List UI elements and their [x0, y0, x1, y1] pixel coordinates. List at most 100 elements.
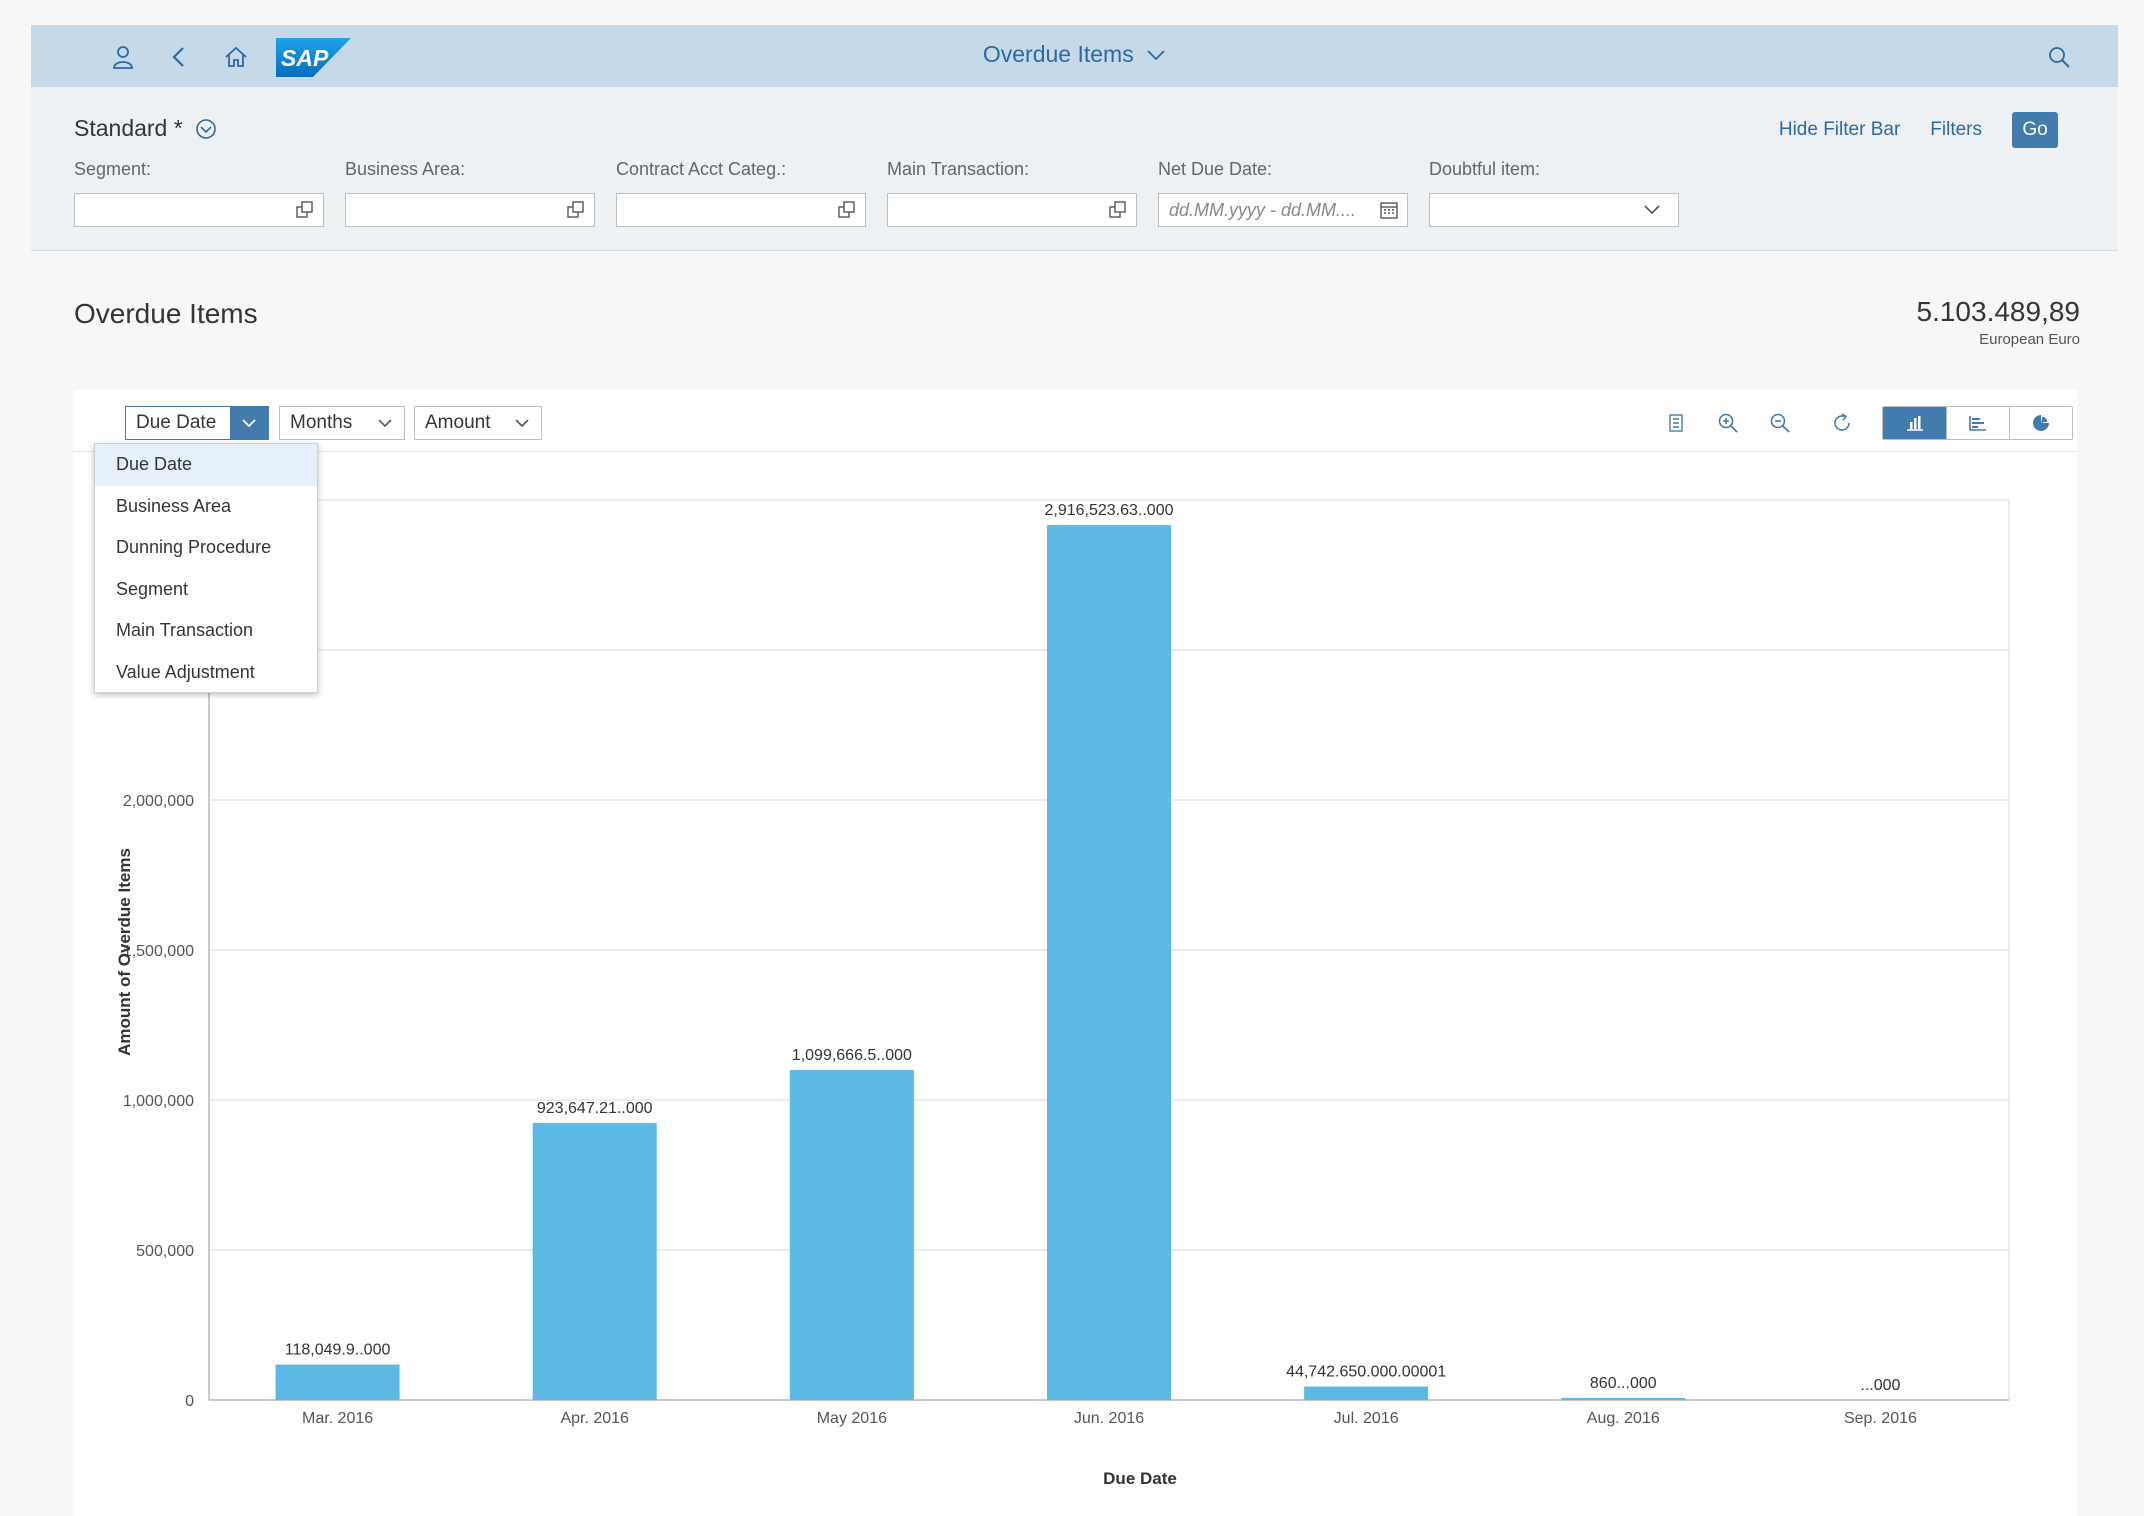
go-button[interactable]: Go: [2012, 112, 2058, 148]
shell-bar: SAP Overdue Items: [31, 25, 2118, 87]
doubtful-item-select[interactable]: [1429, 193, 1679, 227]
chevron-down-icon: [366, 407, 404, 439]
dropdown-item-dunning-procedure[interactable]: Dunning Procedure: [116, 537, 272, 557]
y-tick-label: 500,000: [136, 1243, 194, 1260]
segment-label: Segment:: [74, 159, 152, 179]
dropdown-item-segment[interactable]: Segment: [116, 578, 189, 599]
back-icon[interactable]: [163, 41, 195, 73]
segment-input[interactable]: [85, 200, 285, 221]
business-area-filter: Business Area:: [345, 159, 595, 227]
bar[interactable]: [789, 1070, 914, 1400]
pie-chart-icon[interactable]: [2009, 407, 2072, 439]
value-help-icon[interactable]: [1108, 200, 1128, 220]
app-title-menu[interactable]: Overdue Items: [983, 41, 1166, 67]
search-icon[interactable]: [2043, 41, 2075, 73]
bar-data-label: 44,742.650.000.00001: [1286, 1364, 1446, 1381]
bar[interactable]: [1047, 525, 1171, 1400]
x-tick-label: Aug. 2016: [1587, 1410, 1660, 1427]
variant-management: Standard *: [74, 115, 217, 142]
bar-chart-icon[interactable]: [1946, 407, 2009, 439]
x-tick-label: Mar. 2016: [302, 1410, 373, 1427]
chart-bars: 118,049.9..000 923,647.21..000 1,099,666.5…: [275, 502, 1901, 1400]
app-title-text: Overdue Items: [982, 41, 1134, 67]
y-tick-label: 1,500,000: [123, 943, 194, 960]
net-due-date-input[interactable]: [1169, 200, 1369, 221]
dropdown-item-due-date[interactable]: Due Date: [95, 444, 317, 486]
business-area-input-box: [345, 193, 595, 227]
y-axis-ticks: 0 500,000 1,000,000 1,500,000 2,000,000: [123, 793, 194, 1410]
y-tick-label: 0: [185, 1393, 194, 1410]
measure-select[interactable]: Amount: [414, 406, 542, 440]
zoom-out-icon[interactable]: [1760, 406, 1800, 440]
x-axis-label: Due Date: [1103, 1469, 1177, 1488]
bar[interactable]: [275, 1364, 400, 1400]
y-axis-label: Amount of Overdue Items: [115, 848, 134, 1056]
zoom-in-icon[interactable]: [1708, 406, 1748, 440]
user-icon[interactable]: [107, 41, 139, 73]
legend-toggle-icon[interactable]: [1656, 406, 1696, 440]
main-transaction-input[interactable]: [898, 200, 1098, 221]
bar-data-label: 118,049.9..000: [285, 1342, 391, 1359]
dimension-select-value: Due Date: [136, 412, 217, 433]
dimension-dropdown: Due Date Business Area Dunning Procedure…: [94, 443, 318, 693]
bar-data-label: 860...000: [1590, 1375, 1657, 1392]
value-help-icon[interactable]: [295, 200, 315, 220]
bar-data-label: ...000: [1860, 1377, 1900, 1394]
contract-acct-categ-label: Contract Acct Categ.:: [616, 159, 787, 179]
bar[interactable]: [1304, 1386, 1429, 1400]
bar-data-label: 2,916,523.63..000: [1044, 502, 1173, 519]
bar[interactable]: [532, 1122, 657, 1400]
kpi-total: 5.103.489,89 European Euro: [1917, 296, 2081, 348]
bar-data-label: 1,099,666.5..000: [792, 1047, 912, 1064]
bar-data-label: 923,647.21..000: [537, 1100, 653, 1117]
chevron-down-icon: [1644, 205, 1660, 215]
value-help-icon[interactable]: [837, 200, 857, 220]
main-transaction-filter: Main Transaction:: [887, 159, 1137, 227]
hide-filter-bar-button[interactable]: Hide Filter Bar: [1778, 119, 1901, 140]
chevron-down-icon: [230, 407, 268, 439]
y-tick-label: 2,000,000: [123, 793, 194, 810]
business-area-input[interactable]: [356, 200, 556, 221]
x-tick-label: Apr. 2016: [560, 1410, 629, 1427]
segment-input-box: [74, 193, 324, 227]
x-tick-label: Sep. 2016: [1844, 1410, 1917, 1427]
net-due-date-filter: Net Due Date:: [1158, 159, 1408, 227]
chart-card: Due Date Months Amount: [74, 390, 2077, 1516]
column-chart-icon[interactable]: [1883, 407, 1946, 439]
x-tick-label: Jul. 2016: [1334, 1410, 1399, 1427]
variant-chevron-icon[interactable]: [195, 118, 217, 140]
period-select[interactable]: Months: [279, 406, 405, 440]
refresh-icon[interactable]: [1822, 406, 1862, 440]
dimension-select[interactable]: Due Date: [125, 406, 269, 440]
overdue-items-chart: 0 500,000 1,000,000 1,500,000 2,000,000 118,…: [115, 499, 2010, 1488]
chevron-down-icon: [503, 407, 541, 439]
x-axis-ticks: Mar. 2016 Apr. 2016 May 2016 Jun. 2016 Jul. …: [302, 1410, 1917, 1427]
kpi-unit: European Euro: [1979, 331, 2080, 348]
segment-filter: Segment:: [74, 159, 324, 227]
chevron-down-icon: [1147, 50, 1165, 61]
filters-button[interactable]: Filters: [1930, 119, 1982, 140]
home-icon[interactable]: [220, 41, 252, 73]
x-tick-label: May 2016: [817, 1410, 887, 1427]
contract-acct-categ-input[interactable]: [627, 200, 827, 221]
dropdown-item-value-adjustment[interactable]: Value Adjustment: [116, 661, 255, 682]
app-title: Overdue Items: [31, 41, 2118, 68]
value-help-icon[interactable]: [566, 200, 586, 220]
dropdown-item-business-area[interactable]: Business Area: [116, 495, 232, 516]
variant-name[interactable]: Standard *: [74, 115, 183, 141]
chart-type-switch: [1882, 406, 2073, 440]
dropdown-item-main-transaction[interactable]: Main Transaction: [116, 620, 254, 640]
bar[interactable]: [1561, 1398, 1686, 1400]
kpi-value: 5.103.489,89: [1916, 296, 2081, 327]
net-due-date-label: Net Due Date:: [1158, 159, 1273, 179]
measure-select-value: Amount: [425, 412, 491, 433]
filter-bar: Standard * Hide Filter Bar Filters Go Se…: [31, 87, 2118, 251]
sap-logo: SAP: [276, 38, 382, 77]
period-select-value: Months: [290, 412, 353, 433]
chart-toolbar: Due Date Months Amount: [74, 390, 2077, 452]
main-transaction-input-box: [887, 193, 1137, 227]
contract-acct-categ-filter: Contract Acct Categ.:: [616, 159, 866, 227]
x-tick-label: Jun. 2016: [1074, 1410, 1144, 1427]
contract-acct-categ-input-box: [616, 193, 866, 227]
calendar-icon[interactable]: [1379, 200, 1399, 220]
